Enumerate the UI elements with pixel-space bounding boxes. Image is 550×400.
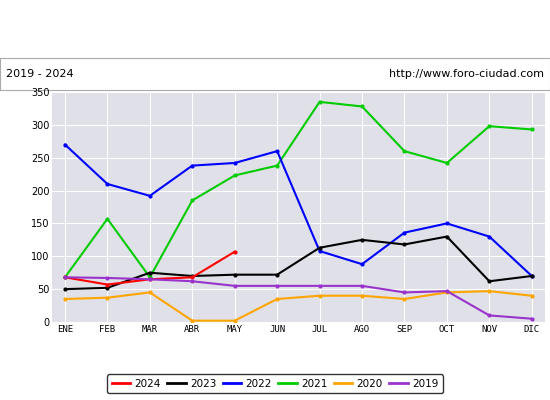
2023 <box>274 272 280 277</box>
2020 <box>104 295 111 300</box>
2022 <box>189 163 196 168</box>
2019 <box>444 289 450 294</box>
2022 <box>104 182 111 186</box>
2020 <box>232 318 238 323</box>
2023 <box>529 274 535 278</box>
2019 <box>486 313 493 318</box>
2023 <box>189 274 196 278</box>
2019 <box>359 284 365 288</box>
Line: 2020: 2020 <box>64 290 533 322</box>
Line: 2022: 2022 <box>64 143 533 277</box>
2023 <box>316 245 323 250</box>
Legend: 2024, 2023, 2022, 2021, 2020, 2019: 2024, 2023, 2022, 2021, 2020, 2019 <box>107 374 443 393</box>
2022 <box>146 194 153 198</box>
Line: 2019: 2019 <box>64 276 533 320</box>
2021 <box>486 124 493 128</box>
Line: 2023: 2023 <box>64 235 533 290</box>
2024 <box>146 277 153 282</box>
2020 <box>274 297 280 302</box>
Line: 2024: 2024 <box>64 250 236 286</box>
2022 <box>232 160 238 165</box>
2020 <box>189 318 196 323</box>
2020 <box>146 290 153 295</box>
2019 <box>274 284 280 288</box>
2021 <box>359 104 365 109</box>
2024 <box>232 249 238 254</box>
2019 <box>104 276 111 280</box>
2019 <box>232 284 238 288</box>
2021 <box>274 163 280 168</box>
2023 <box>104 286 111 290</box>
2023 <box>62 287 68 292</box>
2022 <box>401 230 408 235</box>
2020 <box>359 293 365 298</box>
2024 <box>62 275 68 280</box>
2024 <box>189 275 196 280</box>
2020 <box>529 293 535 298</box>
2020 <box>316 293 323 298</box>
2019 <box>146 277 153 282</box>
2020 <box>486 289 493 294</box>
2021 <box>401 149 408 154</box>
2022 <box>529 274 535 278</box>
2019 <box>62 275 68 280</box>
2023 <box>444 234 450 239</box>
2019 <box>189 279 196 284</box>
2024 <box>104 282 111 287</box>
2021 <box>232 173 238 178</box>
2022 <box>359 262 365 266</box>
2021 <box>444 160 450 165</box>
Text: Evolucion Nº Turistas Extranjeros en el municipio de Galdames: Evolucion Nº Turistas Extranjeros en el … <box>66 22 484 36</box>
2019 <box>316 284 323 288</box>
Text: 2019 - 2024: 2019 - 2024 <box>6 69 73 79</box>
2022 <box>486 234 493 239</box>
2021 <box>529 127 535 132</box>
2023 <box>401 242 408 247</box>
2023 <box>359 238 365 242</box>
2019 <box>529 316 535 321</box>
2022 <box>274 149 280 154</box>
2020 <box>444 290 450 295</box>
2019 <box>401 290 408 295</box>
2022 <box>316 249 323 254</box>
Text: http://www.foro-ciudad.com: http://www.foro-ciudad.com <box>389 69 544 79</box>
2020 <box>62 297 68 302</box>
2021 <box>189 198 196 203</box>
2020 <box>401 297 408 302</box>
2021 <box>146 275 153 280</box>
2022 <box>444 221 450 226</box>
2023 <box>486 279 493 284</box>
2023 <box>232 272 238 277</box>
Line: 2021: 2021 <box>64 100 533 279</box>
2021 <box>316 100 323 104</box>
2022 <box>62 142 68 147</box>
2023 <box>146 270 153 275</box>
2021 <box>104 216 111 221</box>
2021 <box>62 275 68 280</box>
